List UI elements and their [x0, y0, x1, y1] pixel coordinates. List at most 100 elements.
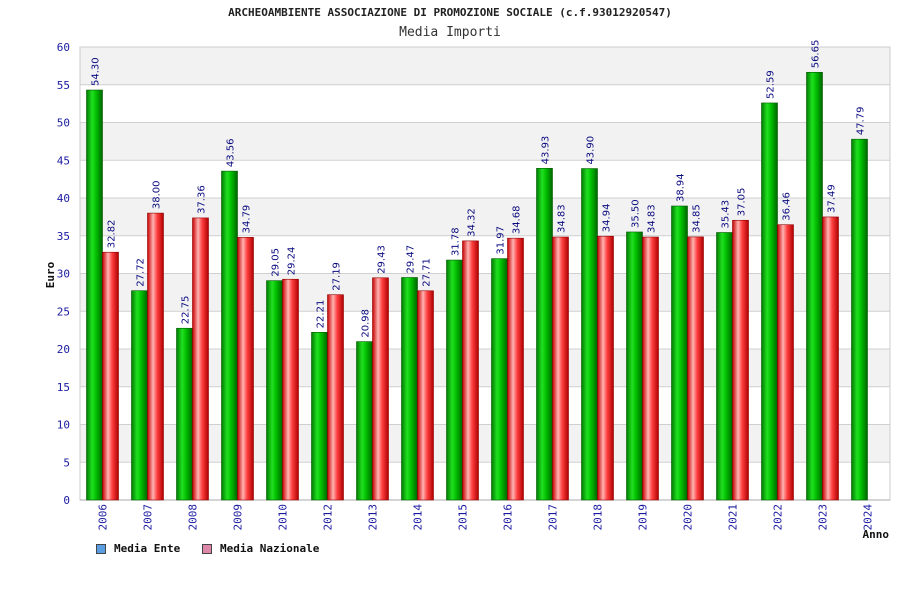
y-tick-label: 60	[57, 41, 70, 54]
bar-media-nazionale	[642, 236, 659, 501]
bar-media-nazionale	[462, 240, 479, 501]
data-label: 43.56	[226, 138, 237, 167]
x-tick-label: 2009	[232, 504, 245, 531]
data-label: 34.32	[467, 208, 478, 237]
bar-media-ente	[446, 259, 463, 501]
bars-layer	[86, 71, 868, 501]
bar-media-nazionale	[552, 236, 569, 501]
bar-media-ente	[761, 102, 778, 501]
x-tick-label: 2013	[367, 504, 380, 531]
y-tick-label: 25	[57, 305, 70, 318]
data-label: 34.83	[647, 204, 658, 233]
bar-media-nazionale	[147, 212, 164, 501]
grid-band	[80, 349, 890, 387]
data-label: 47.79	[856, 107, 867, 136]
data-label: 37.05	[737, 188, 748, 217]
bar-media-nazionale	[372, 277, 389, 501]
data-label: 54.30	[91, 57, 102, 86]
data-label: 37.36	[197, 185, 208, 214]
bar-media-nazionale	[102, 251, 119, 501]
data-label: 43.93	[541, 136, 552, 165]
legend-swatch-media-nazionale	[202, 543, 212, 554]
bar-media-nazionale	[687, 236, 704, 501]
bar-media-ente	[536, 168, 553, 501]
data-label: 27.19	[332, 262, 343, 291]
data-labels-layer: 54.30 32.82 27.72 38.00 22.75 37.36 43.56 34.79…	[91, 40, 867, 338]
bar-media-nazionale	[777, 224, 794, 501]
x-tick-label: 2024	[862, 504, 875, 531]
data-label: 22.21	[316, 300, 327, 329]
bar-media-ente	[356, 341, 373, 501]
data-label: 32.82	[107, 220, 118, 249]
bar-media-nazionale	[282, 278, 299, 501]
x-tick-label: 2015	[457, 504, 470, 531]
bar-media-ente	[131, 290, 148, 501]
x-tick-label: 2007	[142, 504, 155, 531]
y-tick-label: 15	[57, 381, 70, 394]
legend-item-media-ente: Media Ente	[96, 542, 180, 555]
data-label: 35.43	[721, 200, 732, 229]
bar-media-nazionale	[822, 216, 839, 501]
bar-media-ente	[311, 332, 328, 501]
bar-media-nazionale	[237, 237, 254, 501]
x-tick-label: 2023	[817, 504, 830, 531]
y-tick-label: 45	[57, 154, 70, 167]
data-label: 34.83	[557, 204, 568, 233]
x-tick-label: 2016	[502, 504, 515, 531]
y-tick-label: 40	[57, 192, 70, 205]
legend-swatch-media-ente	[96, 543, 106, 554]
bar-media-nazionale	[192, 217, 209, 501]
y-axis-title: Euro	[44, 261, 57, 288]
data-label: 52.59	[766, 70, 777, 99]
x-tick-label: 2019	[637, 504, 650, 531]
y-tick-label: 0	[63, 494, 70, 507]
grid-band	[80, 122, 890, 161]
x-tick-label: 2020	[682, 504, 695, 531]
bar-media-nazionale	[507, 237, 524, 501]
data-label: 34.68	[512, 206, 523, 235]
data-label: 29.47	[406, 245, 417, 274]
data-label: 37.49	[827, 184, 838, 213]
data-label: 29.05	[271, 248, 282, 277]
bar-media-ente	[716, 232, 733, 501]
grid-band	[80, 273, 890, 312]
data-label: 56.65	[811, 40, 822, 69]
data-label: 29.24	[287, 247, 298, 276]
x-tick-label: 2012	[322, 504, 335, 531]
legend-label-media-nazionale: Media Nazionale	[220, 542, 320, 555]
x-tick-label: 2014	[412, 504, 425, 531]
bar-media-ente	[491, 258, 508, 501]
y-tick-label: 10	[57, 419, 70, 432]
x-axis-title: Anno	[863, 528, 890, 541]
y-tick-label: 50	[57, 117, 70, 130]
grid-band	[80, 424, 890, 463]
data-label: 20.98	[361, 309, 372, 338]
y-tick-label: 20	[57, 343, 70, 356]
y-tick-label: 30	[57, 268, 70, 281]
grid-layer	[79, 46, 891, 501]
data-label: 31.97	[496, 226, 507, 255]
data-label: 22.75	[181, 296, 192, 325]
data-label: 27.71	[422, 258, 433, 287]
data-label: 34.94	[602, 204, 613, 233]
bar-media-ente	[266, 280, 283, 501]
bar-media-nazionale	[327, 294, 344, 501]
bar-media-ente	[806, 71, 823, 501]
grid-band	[80, 198, 890, 236]
chart-title: ARCHEOAMBIENTE ASSOCIAZIONE DI PROMOZION…	[228, 6, 672, 19]
bar-media-ente	[851, 138, 868, 501]
x-tick-label: 2006	[97, 504, 110, 531]
x-tick-label: 2018	[592, 504, 605, 531]
data-label: 31.78	[451, 227, 462, 256]
data-label: 34.79	[242, 205, 253, 234]
bar-media-ente	[401, 277, 418, 501]
x-tick-label: 2008	[187, 504, 200, 531]
grid-band	[80, 47, 890, 85]
x-tick-label: 2017	[547, 504, 560, 531]
data-label: 27.72	[136, 258, 147, 287]
x-tick-label: 2022	[772, 504, 785, 531]
bar-media-nazionale	[597, 235, 614, 501]
bar-media-ente	[626, 231, 643, 501]
bar-media-ente	[671, 205, 688, 501]
